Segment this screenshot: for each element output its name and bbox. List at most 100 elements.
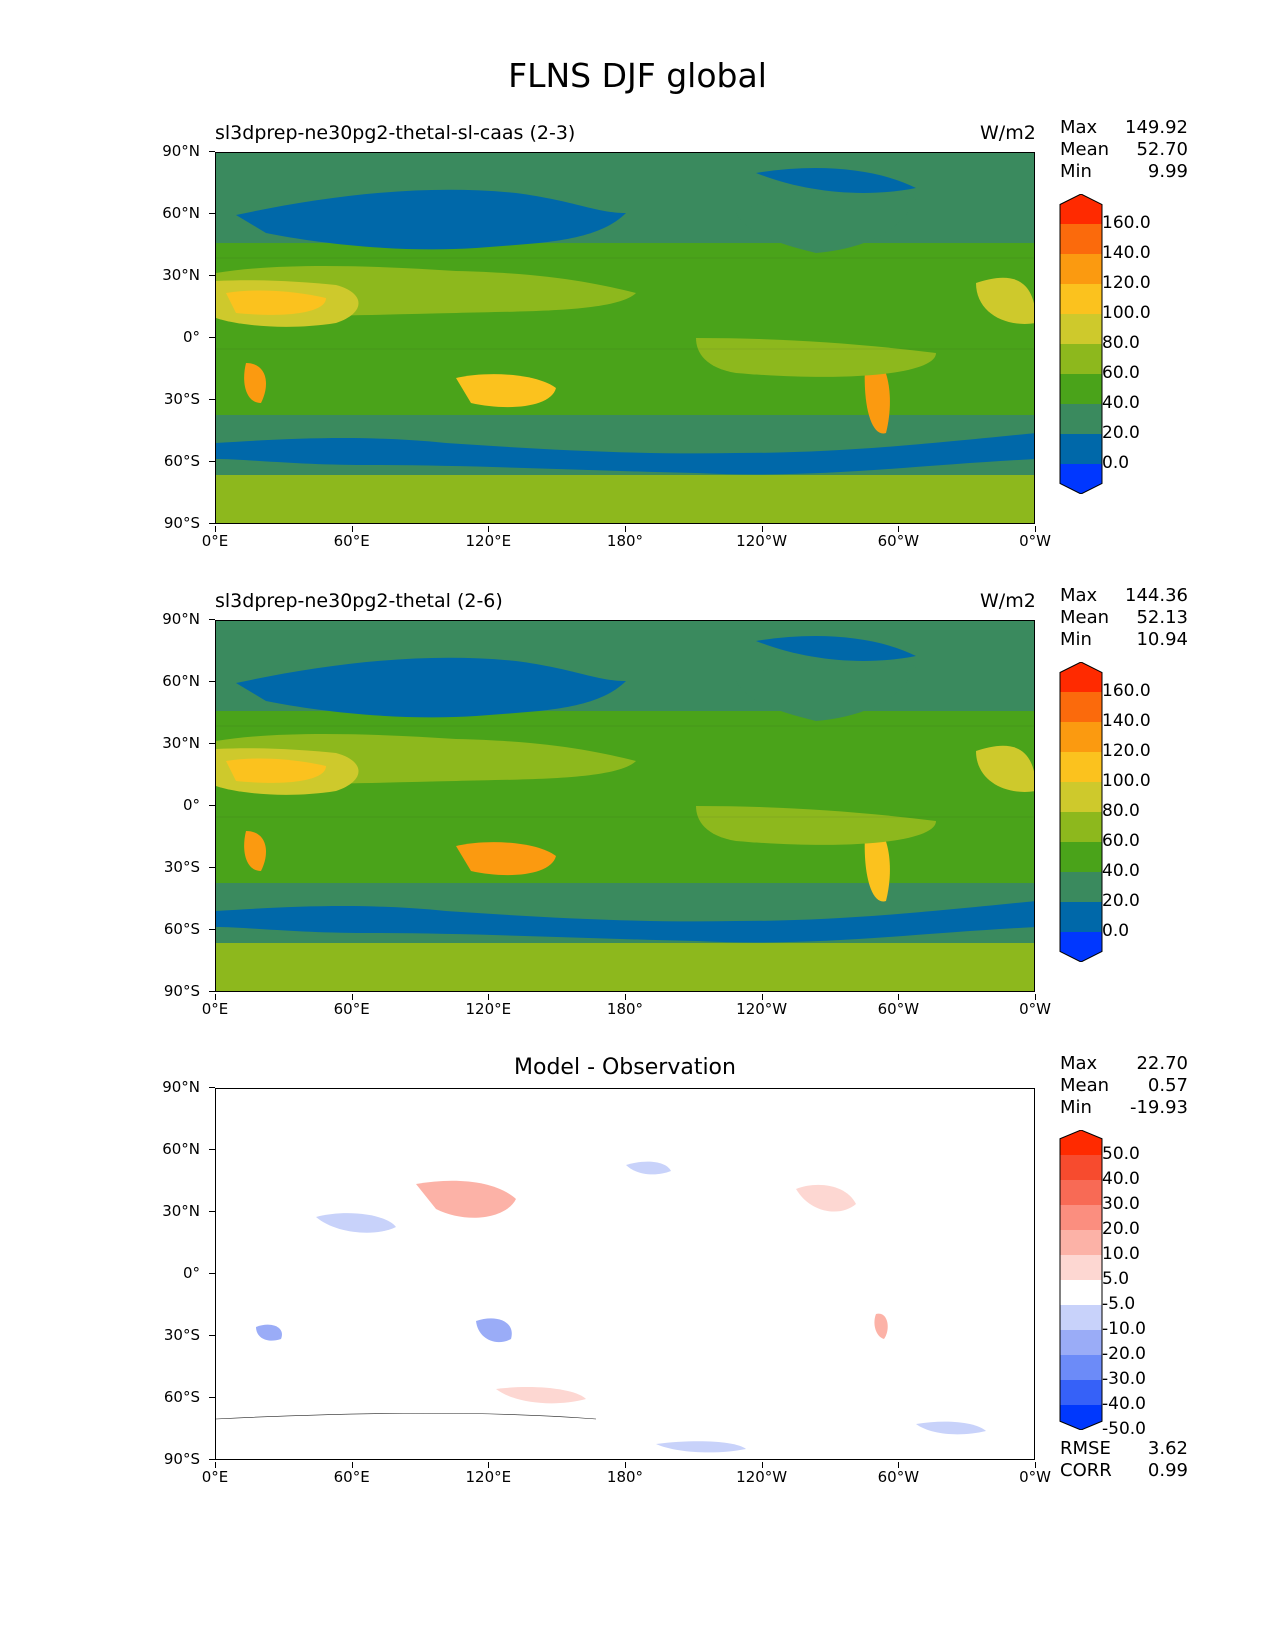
india-cool: [316, 1213, 396, 1233]
colorbar-level-label: 160.0: [1102, 213, 1151, 233]
stat-value: 144.36: [1125, 585, 1188, 606]
colorbar-level-label: 80.0: [1102, 801, 1140, 821]
map-plot: [215, 1088, 1035, 1460]
colorbar-segment: [1060, 1405, 1102, 1430]
colorbar-level-label: 20.0: [1102, 1219, 1140, 1239]
colorbar-level-label: -20.0: [1102, 1344, 1146, 1364]
colorbar: [1059, 194, 1103, 494]
y-tick-label: 30°S: [140, 1326, 215, 1344]
north-pacific-low: [736, 658, 916, 721]
stat-label: Mean: [1060, 1075, 1110, 1096]
colorbar-level-label: 120.0: [1102, 741, 1151, 761]
colorbar-level-label: -5.0: [1102, 1294, 1136, 1314]
stat-value: 0.57: [1147, 1075, 1188, 1096]
colorbar-level-label: -30.0: [1102, 1369, 1146, 1389]
x-tick-label: 120°W: [722, 526, 802, 550]
stat-value: 3.62: [1147, 1438, 1188, 1459]
colorbar-segment: [1060, 902, 1102, 933]
colorbar-level-label: 140.0: [1102, 711, 1151, 731]
colorbar-segment: [1060, 284, 1102, 315]
y-tick-label: 30°N: [140, 734, 215, 752]
stat-value: -19.93: [1129, 1097, 1188, 1118]
colorbar: [1059, 1130, 1103, 1430]
west-africa-edge: [976, 277, 1034, 324]
southern-africa-bright: [244, 363, 266, 403]
colorbar-level-label: 160.0: [1102, 681, 1151, 701]
colorbar-segment: [1060, 1230, 1102, 1256]
y-tick-label: 30°S: [140, 858, 215, 876]
colorbar-segment: [1060, 194, 1102, 224]
colorbar-segment: [1060, 1355, 1102, 1381]
x-tick-label: 60°E: [312, 994, 392, 1018]
y-tick-label: 90°N: [140, 142, 215, 160]
colorbar-level-label: 60.0: [1102, 831, 1140, 851]
colorbar-segment: [1060, 1130, 1102, 1155]
colorbar-level-label: 40.0: [1102, 393, 1140, 413]
colorbar: [1059, 662, 1103, 962]
stat-label: Max: [1060, 117, 1098, 138]
x-tick-label: 60°W: [858, 1462, 938, 1486]
y-tick-label: 90°S: [140, 982, 215, 1000]
stat-label: Mean: [1060, 607, 1110, 628]
colorbar-level-label: 20.0: [1102, 891, 1140, 911]
panel-title-left: sl3dprep-ne30pg2-thetal (2-6): [215, 590, 503, 612]
y-tick-label: 60°N: [140, 672, 215, 690]
flns-map: [216, 621, 1034, 991]
australia-bright: [456, 842, 556, 876]
colorbar-outline: [1059, 662, 1103, 962]
north-pacific-cool: [626, 1161, 671, 1175]
error-stats-block: RMSE 3.62 CORR 0.99: [1060, 1438, 1188, 1482]
panel-units: W/m2: [980, 122, 1036, 144]
east-asia-warm: [416, 1180, 516, 1218]
colorbar-segment: [1060, 344, 1102, 375]
colorbar-level-label: 100.0: [1102, 771, 1151, 791]
southern-africa-bright: [244, 831, 266, 871]
stat-row: Max 149.92: [1060, 117, 1188, 139]
colorbar-segment: [1060, 1305, 1102, 1331]
y-tick-label: 0°: [140, 796, 215, 814]
colorbar-level-label: 100.0: [1102, 303, 1151, 323]
x-tick-label: 180°: [585, 1462, 665, 1486]
stat-label: Min: [1060, 1097, 1092, 1118]
x-tick-label: 60°W: [858, 526, 938, 550]
southern-africa-cool: [256, 1324, 282, 1341]
stat-row: Min -19.93: [1060, 1097, 1188, 1119]
y-tick-label: 30°N: [140, 266, 215, 284]
colorbar-segment: [1060, 1180, 1102, 1206]
stat-label: CORR: [1060, 1460, 1112, 1481]
stat-label: Max: [1060, 1053, 1098, 1074]
colorbar-segment: [1060, 932, 1102, 962]
stat-value: 149.92: [1125, 117, 1188, 138]
antarctica-band: [216, 943, 1034, 991]
x-tick-label: 0°E: [175, 994, 255, 1018]
colorbar-level-label: 30.0: [1102, 1194, 1140, 1214]
stat-row: Mean 52.13: [1060, 607, 1188, 629]
north-america-warm: [796, 1184, 856, 1212]
colorbar-segment: [1060, 434, 1102, 465]
y-tick-label: 90°S: [140, 1450, 215, 1468]
colorbar-segment: [1060, 782, 1102, 813]
y-tick-label: 30°S: [140, 390, 215, 408]
stat-label: Mean: [1060, 139, 1110, 160]
stat-row: Min 9.99: [1060, 161, 1188, 183]
colorbar-segment: [1060, 1155, 1102, 1181]
stat-label: Max: [1060, 585, 1098, 606]
map-plot: [215, 620, 1035, 992]
panel-test-thetal: sl3dprep-ne30pg2-thetal (2-6) W/m2 90°N 6…: [0, 585, 1275, 1040]
colorbar-level-label: -40.0: [1102, 1394, 1146, 1414]
australia-bright: [456, 374, 556, 408]
stat-row: Max 144.36: [1060, 585, 1188, 607]
colorbar-outline: [1059, 1130, 1103, 1430]
x-tick-label: 120°E: [448, 994, 528, 1018]
stat-value: 22.70: [1136, 1053, 1188, 1074]
west-africa-edge: [976, 745, 1034, 792]
colorbar-level-label: 10.0: [1102, 1244, 1140, 1264]
colorbar-level-label: 40.0: [1102, 1169, 1140, 1189]
stat-value: 0.99: [1147, 1460, 1188, 1481]
x-tick-label: 60°E: [312, 526, 392, 550]
y-tick-label: 60°N: [140, 204, 215, 222]
x-tick-label: 0°E: [175, 526, 255, 550]
stats-block: Max 144.36 Mean 52.13 Min 10.94: [1060, 585, 1188, 651]
colorbar-level-label: -10.0: [1102, 1319, 1146, 1339]
reference-lines: [216, 725, 1034, 818]
